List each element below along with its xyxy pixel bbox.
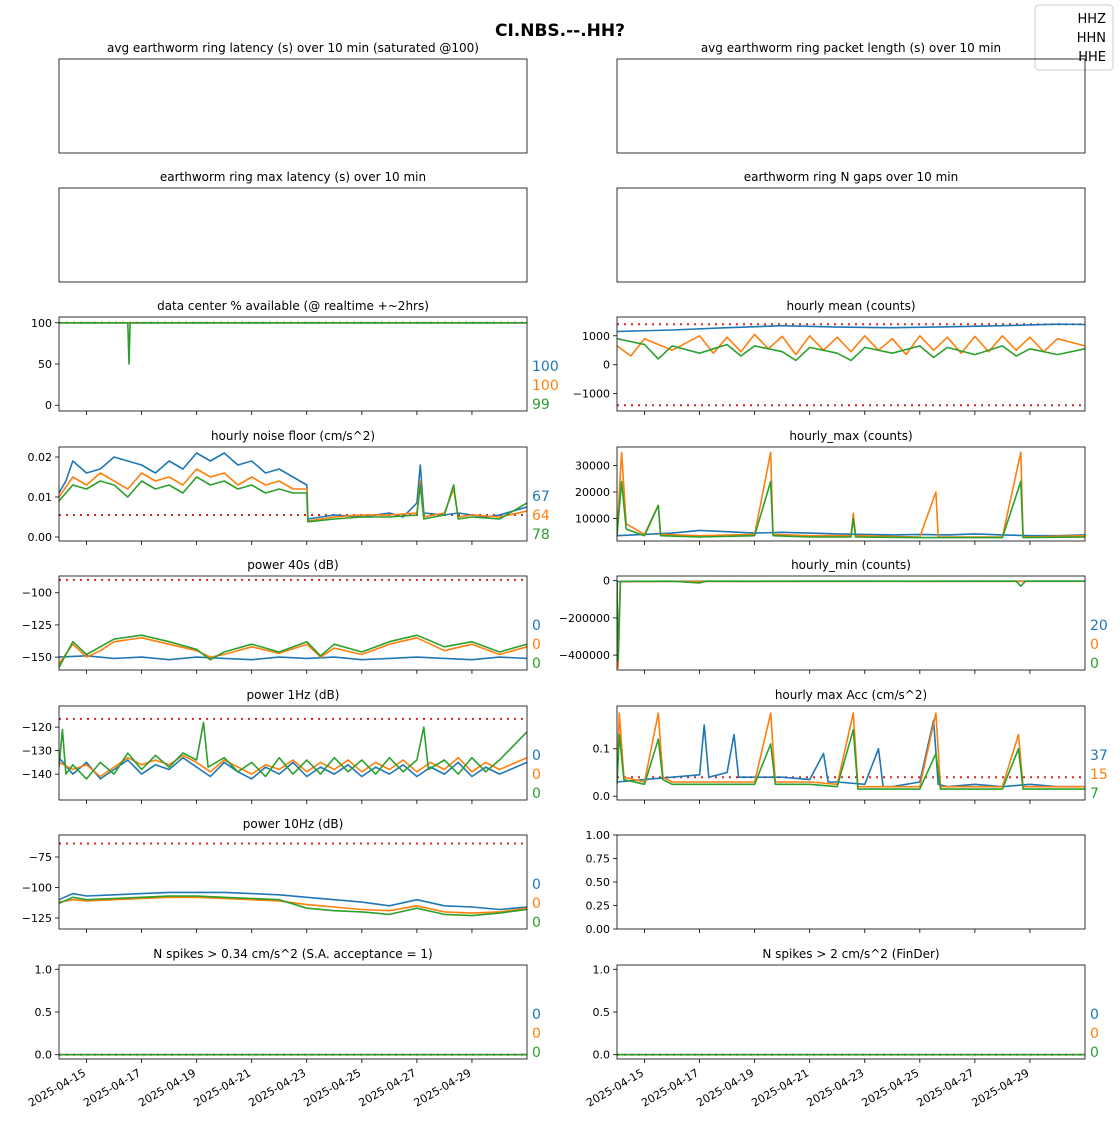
right-summary-label: 100 bbox=[532, 378, 559, 394]
panel-title: earthworm ring max latency (s) over 10 m… bbox=[160, 170, 426, 184]
y-tick-label: 0.00 bbox=[586, 923, 611, 936]
y-tick-label: −100 bbox=[22, 587, 52, 600]
y-tick-label: 0.0 bbox=[593, 790, 611, 803]
right-summary-label: 0 bbox=[1090, 1007, 1099, 1023]
panel-title: power 10Hz (dB) bbox=[243, 817, 344, 831]
right-summary-label: 7 bbox=[1090, 786, 1099, 802]
y-tick-label: 30000 bbox=[575, 460, 610, 473]
y-tick-label: −400000 bbox=[559, 649, 610, 662]
y-tick-label: 0 bbox=[603, 575, 610, 588]
panel-title: hourly max Acc (cm/s^2) bbox=[775, 688, 927, 702]
right-summary-label: 0 bbox=[532, 915, 541, 931]
legend-entry-hhz: HHZ bbox=[1078, 12, 1107, 27]
right-summary-label: 64 bbox=[532, 508, 550, 524]
y-tick-label: 0.25 bbox=[586, 900, 611, 913]
right-summary-label: 0 bbox=[532, 1045, 541, 1061]
right-summary-label: 0 bbox=[1090, 656, 1099, 672]
right-summary-label: 100 bbox=[532, 359, 559, 375]
right-summary-label: 0 bbox=[532, 786, 541, 802]
right-summary-label: 0 bbox=[1090, 1045, 1099, 1061]
panel-title: hourly_min (counts) bbox=[791, 558, 911, 572]
right-summary-label: 0 bbox=[532, 748, 541, 764]
panel-title: N spikes > 2 cm/s^2 (FinDer) bbox=[762, 947, 939, 961]
right-summary-label: 0 bbox=[532, 618, 541, 634]
y-tick-label: 100 bbox=[31, 317, 52, 330]
y-tick-label: 0.00 bbox=[28, 531, 53, 544]
right-summary-label: 0 bbox=[532, 656, 541, 672]
legend-entry-hhe: HHE bbox=[1078, 50, 1106, 65]
y-tick-label: 0.02 bbox=[28, 451, 53, 464]
y-tick-label: 1.0 bbox=[35, 963, 53, 976]
y-tick-label: 0.1 bbox=[593, 743, 611, 756]
panel-title: power 1Hz (dB) bbox=[247, 688, 340, 702]
y-tick-label: −150 bbox=[22, 651, 52, 664]
y-tick-label: 20000 bbox=[575, 486, 610, 499]
y-tick-label: 1.0 bbox=[593, 963, 611, 976]
y-tick-label: 1000 bbox=[582, 330, 610, 343]
y-tick-label: −140 bbox=[22, 768, 52, 781]
panel-title: data center % available (@ realtime +~2h… bbox=[157, 299, 429, 313]
y-tick-label: 10000 bbox=[575, 512, 610, 525]
figure-title: CI.NBS.--.HH? bbox=[495, 21, 625, 41]
y-tick-label: 1.00 bbox=[586, 829, 611, 842]
panel-title: N spikes > 0.34 cm/s^2 (S.A. acceptance … bbox=[153, 947, 432, 961]
panel-title: earthworm ring N gaps over 10 min bbox=[744, 170, 958, 184]
y-tick-label: 0.5 bbox=[35, 1006, 53, 1019]
right-summary-label: 0 bbox=[532, 1007, 541, 1023]
right-summary-label: 99 bbox=[532, 397, 550, 413]
right-summary-label: 0 bbox=[532, 637, 541, 653]
panel-title: hourly mean (counts) bbox=[786, 299, 915, 313]
legend-entry-hhn: HHN bbox=[1077, 31, 1106, 46]
y-tick-label: −130 bbox=[22, 745, 52, 758]
right-summary-label: 67 bbox=[532, 489, 550, 505]
y-tick-label: 0 bbox=[603, 359, 610, 372]
right-summary-label: 37 bbox=[1090, 748, 1108, 764]
y-tick-label: −1000 bbox=[573, 388, 610, 401]
y-tick-label: 0.5 bbox=[593, 1006, 611, 1019]
y-tick-label: 0.0 bbox=[35, 1049, 53, 1062]
panel-title: avg earthworm ring latency (s) over 10 m… bbox=[107, 41, 479, 55]
y-tick-label: −125 bbox=[22, 912, 52, 925]
y-tick-label: −75 bbox=[29, 851, 52, 864]
right-summary-label: 0 bbox=[532, 1026, 541, 1042]
panel-title: hourly noise floor (cm/s^2) bbox=[211, 429, 375, 443]
panel-title: power 40s (dB) bbox=[247, 558, 338, 572]
y-tick-label: −120 bbox=[22, 721, 52, 734]
legend: HHZ HHN HHE bbox=[1035, 5, 1113, 70]
right-summary-label: 20 bbox=[1090, 618, 1108, 634]
right-summary-label: 0 bbox=[532, 877, 541, 893]
panel-title: avg earthworm ring packet length (s) ove… bbox=[701, 41, 1001, 55]
y-tick-label: 0.01 bbox=[28, 491, 53, 504]
right-summary-label: 0 bbox=[532, 767, 541, 783]
y-tick-label: 0 bbox=[45, 399, 52, 412]
y-tick-label: 50 bbox=[38, 358, 52, 371]
y-tick-label: 0.50 bbox=[586, 876, 611, 889]
right-summary-label: 78 bbox=[532, 527, 550, 543]
right-summary-label: 0 bbox=[1090, 1026, 1099, 1042]
y-tick-label: 0.0 bbox=[593, 1049, 611, 1062]
right-summary-label: 15 bbox=[1090, 767, 1108, 783]
right-summary-label: 0 bbox=[532, 896, 541, 912]
y-tick-label: 0.75 bbox=[586, 853, 611, 866]
y-tick-label: −100 bbox=[22, 881, 52, 894]
right-summary-label: 0 bbox=[1090, 637, 1099, 653]
y-tick-label: −125 bbox=[22, 619, 52, 632]
y-tick-label: −200000 bbox=[559, 612, 610, 625]
panel-title: hourly_max (counts) bbox=[789, 429, 912, 443]
